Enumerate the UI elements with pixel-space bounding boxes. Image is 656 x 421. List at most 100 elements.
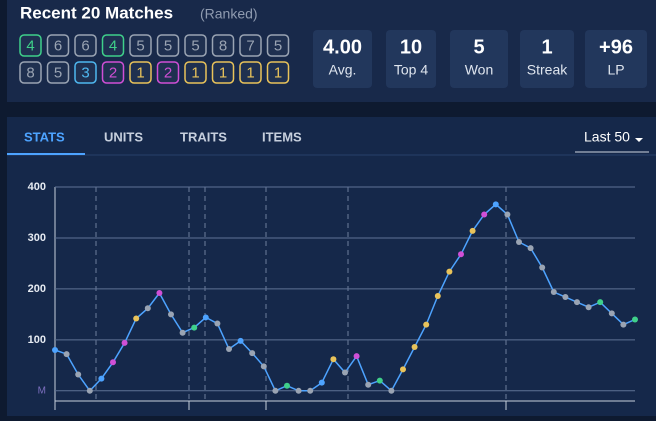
match-point [75,371,82,378]
match-point [110,359,116,366]
title: Recent 20 Matches [20,3,173,22]
placement-number: 1 [274,64,282,81]
plot: M 100 200 300 400 [28,181,638,396]
dropdown[interactable]: Last 50 [584,129,630,145]
match-point [550,288,557,295]
match-point [133,315,140,322]
placement-number: 1 [219,64,227,81]
match-point [98,375,105,382]
match-point [307,387,314,394]
y-tick-label: 300 [28,232,46,244]
y-tick-label: 400 [28,181,46,193]
match-point [434,293,441,300]
stat-label: Streak [527,62,568,78]
tabs: STATS UNITS TRAITS ITEMS [24,129,302,144]
placement-number: 6 [54,37,62,54]
placement-number: 7 [246,37,254,54]
match-point [121,339,128,346]
y-tick-label: 200 [28,283,46,295]
stat-label: Avg. [329,62,357,78]
match-point [481,211,488,218]
placement-badge [19,61,42,84]
tab[interactable]: STATS [24,129,65,144]
placement-number: 5 [274,37,282,54]
placement-number: 5 [54,64,62,81]
match-point [423,321,430,328]
tab[interactable]: TRAITS [180,129,227,144]
placement-badge [46,34,70,57]
match-point [237,337,244,344]
placement-number: 1 [136,64,144,81]
match-point [504,211,511,218]
match-point [365,381,372,388]
match-point [179,329,186,336]
stats: 4.00 Avg. 10 Top 4 5 Won 1 Streak +96 LP [313,30,647,88]
placement-number: 4 [26,37,34,54]
match-point [527,245,534,252]
stat-card [585,30,647,88]
placement-badge [156,34,180,57]
match-point [469,227,476,234]
match-point [353,353,360,360]
placement-badge [266,61,290,84]
match-point [597,299,604,306]
match-point [86,387,93,394]
placement-badge [74,34,97,57]
stat-value: 5 [473,36,484,58]
placement-badge [211,34,235,57]
placement-badge [184,61,207,84]
match-point [400,366,406,373]
match-point [284,382,290,389]
match-point [226,346,232,353]
placement-number: 5 [164,37,172,54]
match-point [388,387,395,394]
placement-number: 8 [219,37,227,54]
match-point [318,379,325,386]
match-point [446,268,453,275]
stats-panel [7,117,656,416]
match-point [492,201,499,208]
placement-number: 2 [109,64,117,81]
match-point [411,343,418,350]
match-point [608,310,615,317]
placement-badge [101,34,125,57]
stat-card [520,30,574,88]
match-point [632,316,638,323]
placement-number: 2 [164,64,172,81]
tab[interactable]: ITEMS [262,129,302,144]
stat-card [313,30,372,88]
match-point [620,321,627,328]
match-point [342,369,348,376]
stat-value: 10 [400,36,422,58]
y-tick-label: 100 [28,334,46,346]
match-point [585,304,592,311]
placement-badge [266,34,290,57]
stat-card [450,30,508,88]
placements: 4 6 6 4 5 5 5 8 7 5 8 5 3 2 1 2 1 1 1 1 [19,34,290,84]
match-point [295,387,302,394]
match-point [63,351,70,358]
match-point [202,314,209,321]
match-point [516,239,522,246]
placement-number: 3 [81,64,89,81]
placement-badge [129,34,152,57]
stat-value: +96 [599,36,633,58]
match-point [562,294,569,301]
placement-badge [46,61,70,84]
dropdown-arrow[interactable] [635,138,643,142]
tab[interactable]: UNITS [104,129,143,144]
placement-number: 4 [109,37,117,54]
stat-label: Won [465,62,494,78]
match-point [144,305,151,312]
match-point [330,356,337,363]
placement-badge [19,34,42,57]
placement-badge [239,34,262,57]
match-point [272,387,279,394]
match-point [156,289,163,296]
y-tick-label: M [38,385,46,396]
stat-card [386,30,436,88]
placement-number: 1 [246,64,254,81]
match-point [214,320,221,327]
